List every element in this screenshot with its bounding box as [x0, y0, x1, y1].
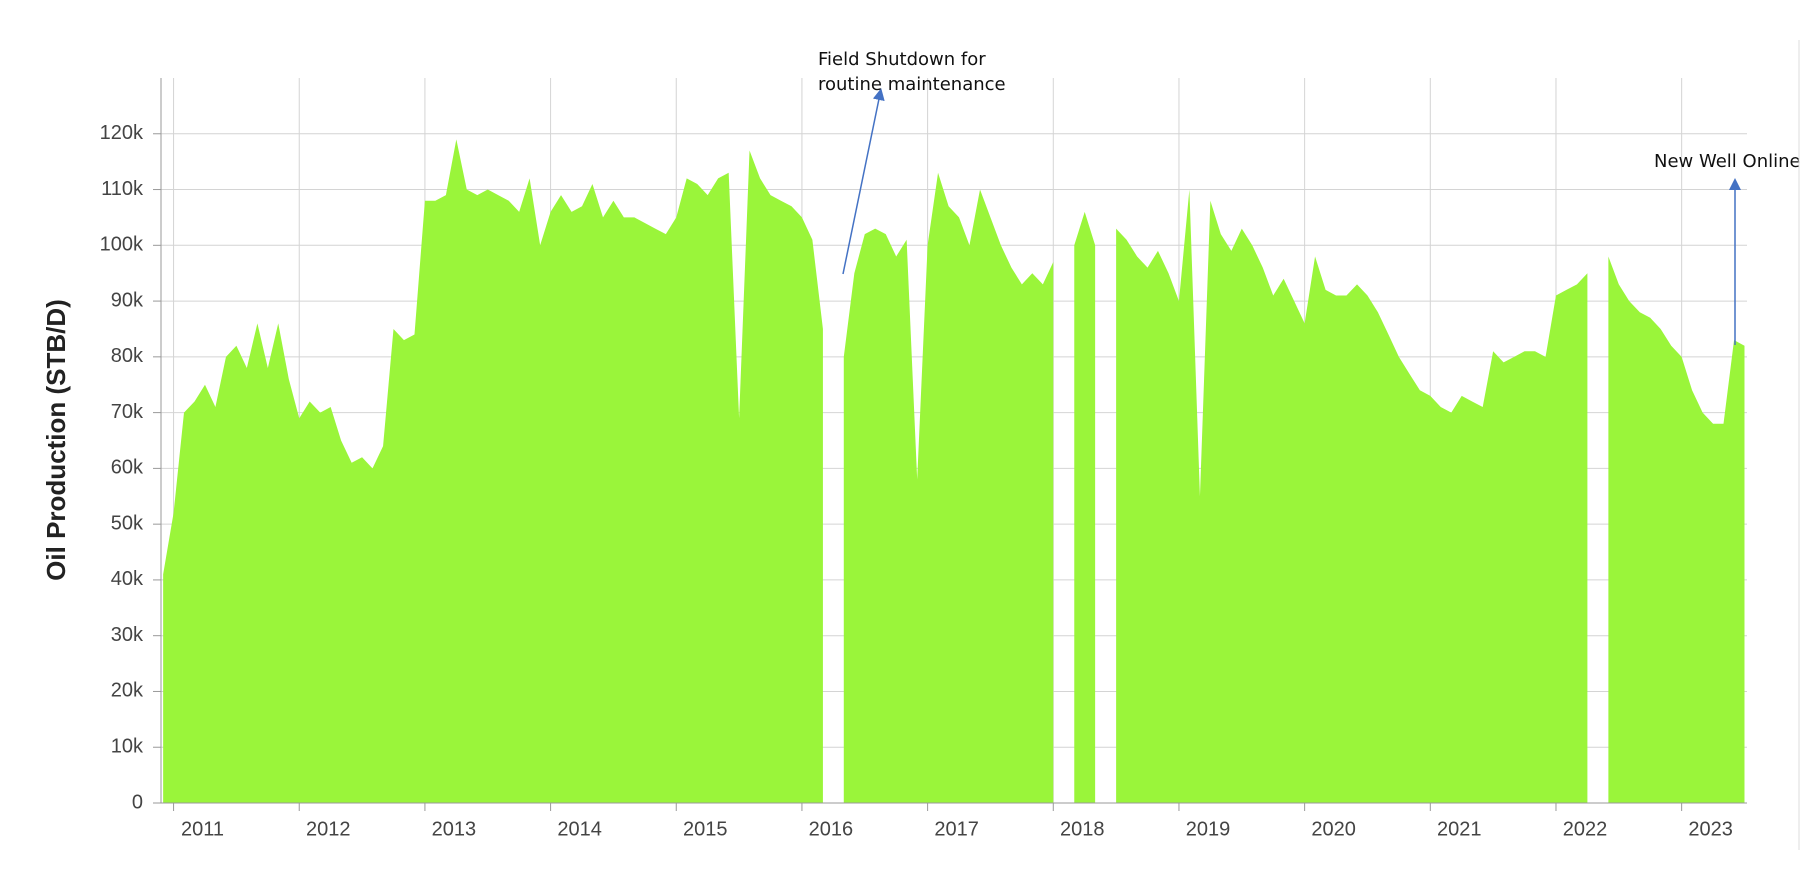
x-tick-label: 2011	[181, 818, 224, 840]
axes: 0 10k 20k 30k 40k 50k 60k 70k 80k 90k 100k 110k 120k…	[100, 78, 1747, 840]
x-tick-label: 2017	[934, 818, 979, 840]
y-tick-label: 20k	[111, 680, 144, 702]
area	[163, 139, 1745, 803]
x-tick-label: 2020	[1311, 818, 1356, 840]
y-tick-label: 100k	[100, 234, 144, 256]
y-tick-label: 30k	[111, 624, 144, 646]
y-tick-label: 90k	[111, 289, 144, 311]
y-tick-label: 0	[132, 791, 143, 813]
y-tick-label: 40k	[111, 568, 144, 590]
x-tick-label: 2019	[1186, 818, 1231, 840]
y-tick-label: 110k	[101, 178, 144, 200]
annotation: New Well Online	[1654, 151, 1801, 172]
y-tick-label: 60k	[111, 457, 144, 479]
y-tick-label: 70k	[111, 401, 144, 423]
x-tick-label: 2012	[306, 818, 351, 840]
x-tick-label: 2014	[557, 818, 602, 840]
x-tick-label: 2021	[1437, 818, 1482, 840]
y-tick-label: 80k	[111, 345, 144, 367]
x-tick-label: 2018	[1060, 818, 1105, 840]
x-tick-label: 2013	[432, 818, 477, 840]
annotation: routine maintenance	[818, 74, 1006, 95]
y-tick-label: 10k	[111, 736, 144, 758]
annotation-arrow	[842, 88, 885, 275]
annotation: Field Shutdown for	[818, 49, 986, 70]
x-tick-label: 2023	[1688, 818, 1733, 840]
x-tick-label: 2016	[809, 818, 854, 840]
x-tick-label: 2015	[683, 818, 728, 840]
x-tick-label: 2022	[1563, 818, 1608, 840]
marks	[163, 139, 1745, 803]
y-axis-label: Oil Production (STB/D)	[41, 299, 71, 581]
y-tick-label: 120k	[100, 122, 144, 144]
y-tick-label: 50k	[111, 512, 144, 534]
